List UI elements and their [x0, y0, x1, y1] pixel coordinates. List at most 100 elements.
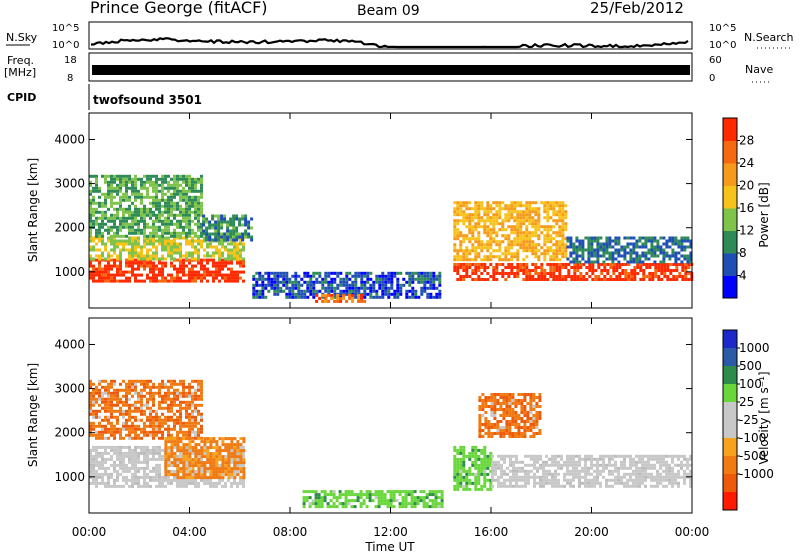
velocity-cell — [392, 493, 396, 497]
velocity-cell — [143, 388, 146, 392]
velocity-cell — [203, 481, 206, 485]
power-cell — [215, 273, 218, 277]
power-cell — [477, 201, 481, 205]
power-cell — [522, 278, 526, 281]
power-cell — [504, 249, 508, 253]
power-cell — [354, 286, 358, 290]
power-cell — [134, 195, 137, 199]
power-cell — [438, 283, 442, 287]
velocity-cell — [182, 385, 185, 389]
station-title: Prince George (fitACF) — [90, 0, 268, 17]
power-cell — [510, 225, 514, 229]
power-cell — [399, 292, 403, 296]
velocity-cell — [155, 424, 158, 428]
velocity-cell — [527, 469, 530, 473]
power-cell — [131, 222, 134, 226]
velocity-cell — [200, 478, 203, 482]
velocity-cell — [509, 469, 512, 473]
power-cell — [146, 180, 149, 184]
velocity-cell — [143, 379, 146, 383]
power-cell — [465, 252, 469, 256]
power-cell — [128, 257, 131, 261]
power-cell — [185, 264, 188, 268]
power-cell — [639, 269, 643, 272]
velocity-cell — [194, 473, 198, 477]
power-cell — [200, 189, 203, 193]
velocity-cell — [491, 454, 494, 458]
power-cell — [618, 275, 622, 278]
power-cell — [122, 210, 125, 214]
velocity-cell — [104, 457, 107, 461]
power-cell — [122, 270, 125, 274]
power-cell — [188, 189, 191, 193]
velocity-cell — [143, 427, 146, 431]
power-cell — [185, 222, 188, 226]
power-cell — [501, 219, 505, 223]
power-cell — [200, 258, 203, 262]
power-cell — [110, 228, 113, 232]
power-cell — [229, 229, 233, 233]
power-cell — [474, 210, 478, 214]
power-cell — [218, 251, 221, 255]
power-cell — [357, 293, 361, 297]
power-cell — [360, 277, 364, 281]
velocity-cell — [320, 502, 324, 506]
power-cell — [636, 266, 640, 269]
power-cell — [596, 248, 600, 252]
velocity-cell — [161, 448, 164, 452]
power-cell — [140, 207, 143, 211]
velocity-cell — [517, 432, 521, 435]
power-cell — [137, 264, 140, 268]
power-cell — [242, 242, 245, 246]
velocity-cell — [365, 496, 369, 500]
velocity-cell — [239, 476, 243, 480]
velocity-cell — [404, 490, 408, 494]
velocity-cell — [453, 445, 457, 449]
power-cell — [258, 295, 262, 299]
velocity-cell — [197, 464, 201, 468]
power-cell — [158, 228, 161, 232]
power-cell — [638, 257, 642, 261]
velocity-cell — [176, 460, 179, 464]
velocity-cell — [200, 403, 203, 407]
power-cell — [258, 292, 262, 296]
velocity-cell — [371, 499, 375, 503]
power-cell — [140, 201, 143, 205]
velocity-cell — [182, 433, 185, 437]
power-cell — [615, 278, 619, 281]
velocity-cell — [152, 394, 155, 398]
power-cell — [215, 251, 218, 255]
power-cell — [236, 273, 239, 277]
velocity-cell — [494, 469, 497, 473]
power-cell — [498, 201, 502, 205]
velocity-cell — [128, 406, 131, 410]
velocity-cell — [212, 484, 215, 488]
power-cell — [345, 292, 349, 296]
power-cell — [164, 239, 167, 243]
power-cell — [170, 239, 173, 243]
velocity-cell — [164, 478, 167, 482]
power-cell — [197, 251, 200, 255]
power-cell — [173, 264, 176, 268]
velocity-cell — [173, 478, 176, 482]
power-cell — [128, 210, 131, 214]
velocity-cell — [529, 426, 533, 429]
power-cell — [471, 243, 475, 247]
power-cell — [321, 286, 325, 290]
power-cell — [119, 177, 122, 181]
power-cell — [101, 222, 104, 226]
velocity-cell — [137, 451, 140, 455]
power-cell — [146, 257, 149, 261]
power-cell — [602, 251, 606, 255]
velocity-cell — [125, 445, 128, 449]
power-cell — [149, 276, 152, 280]
velocity-cell — [95, 478, 98, 482]
velocity-cell — [110, 403, 113, 407]
velocity-cell — [206, 440, 210, 444]
power-cell — [477, 210, 481, 214]
power-cell — [261, 292, 265, 296]
velocity-cell — [191, 481, 194, 485]
power-cell — [223, 214, 227, 218]
power-cell — [510, 258, 514, 262]
power-cell — [128, 242, 131, 246]
